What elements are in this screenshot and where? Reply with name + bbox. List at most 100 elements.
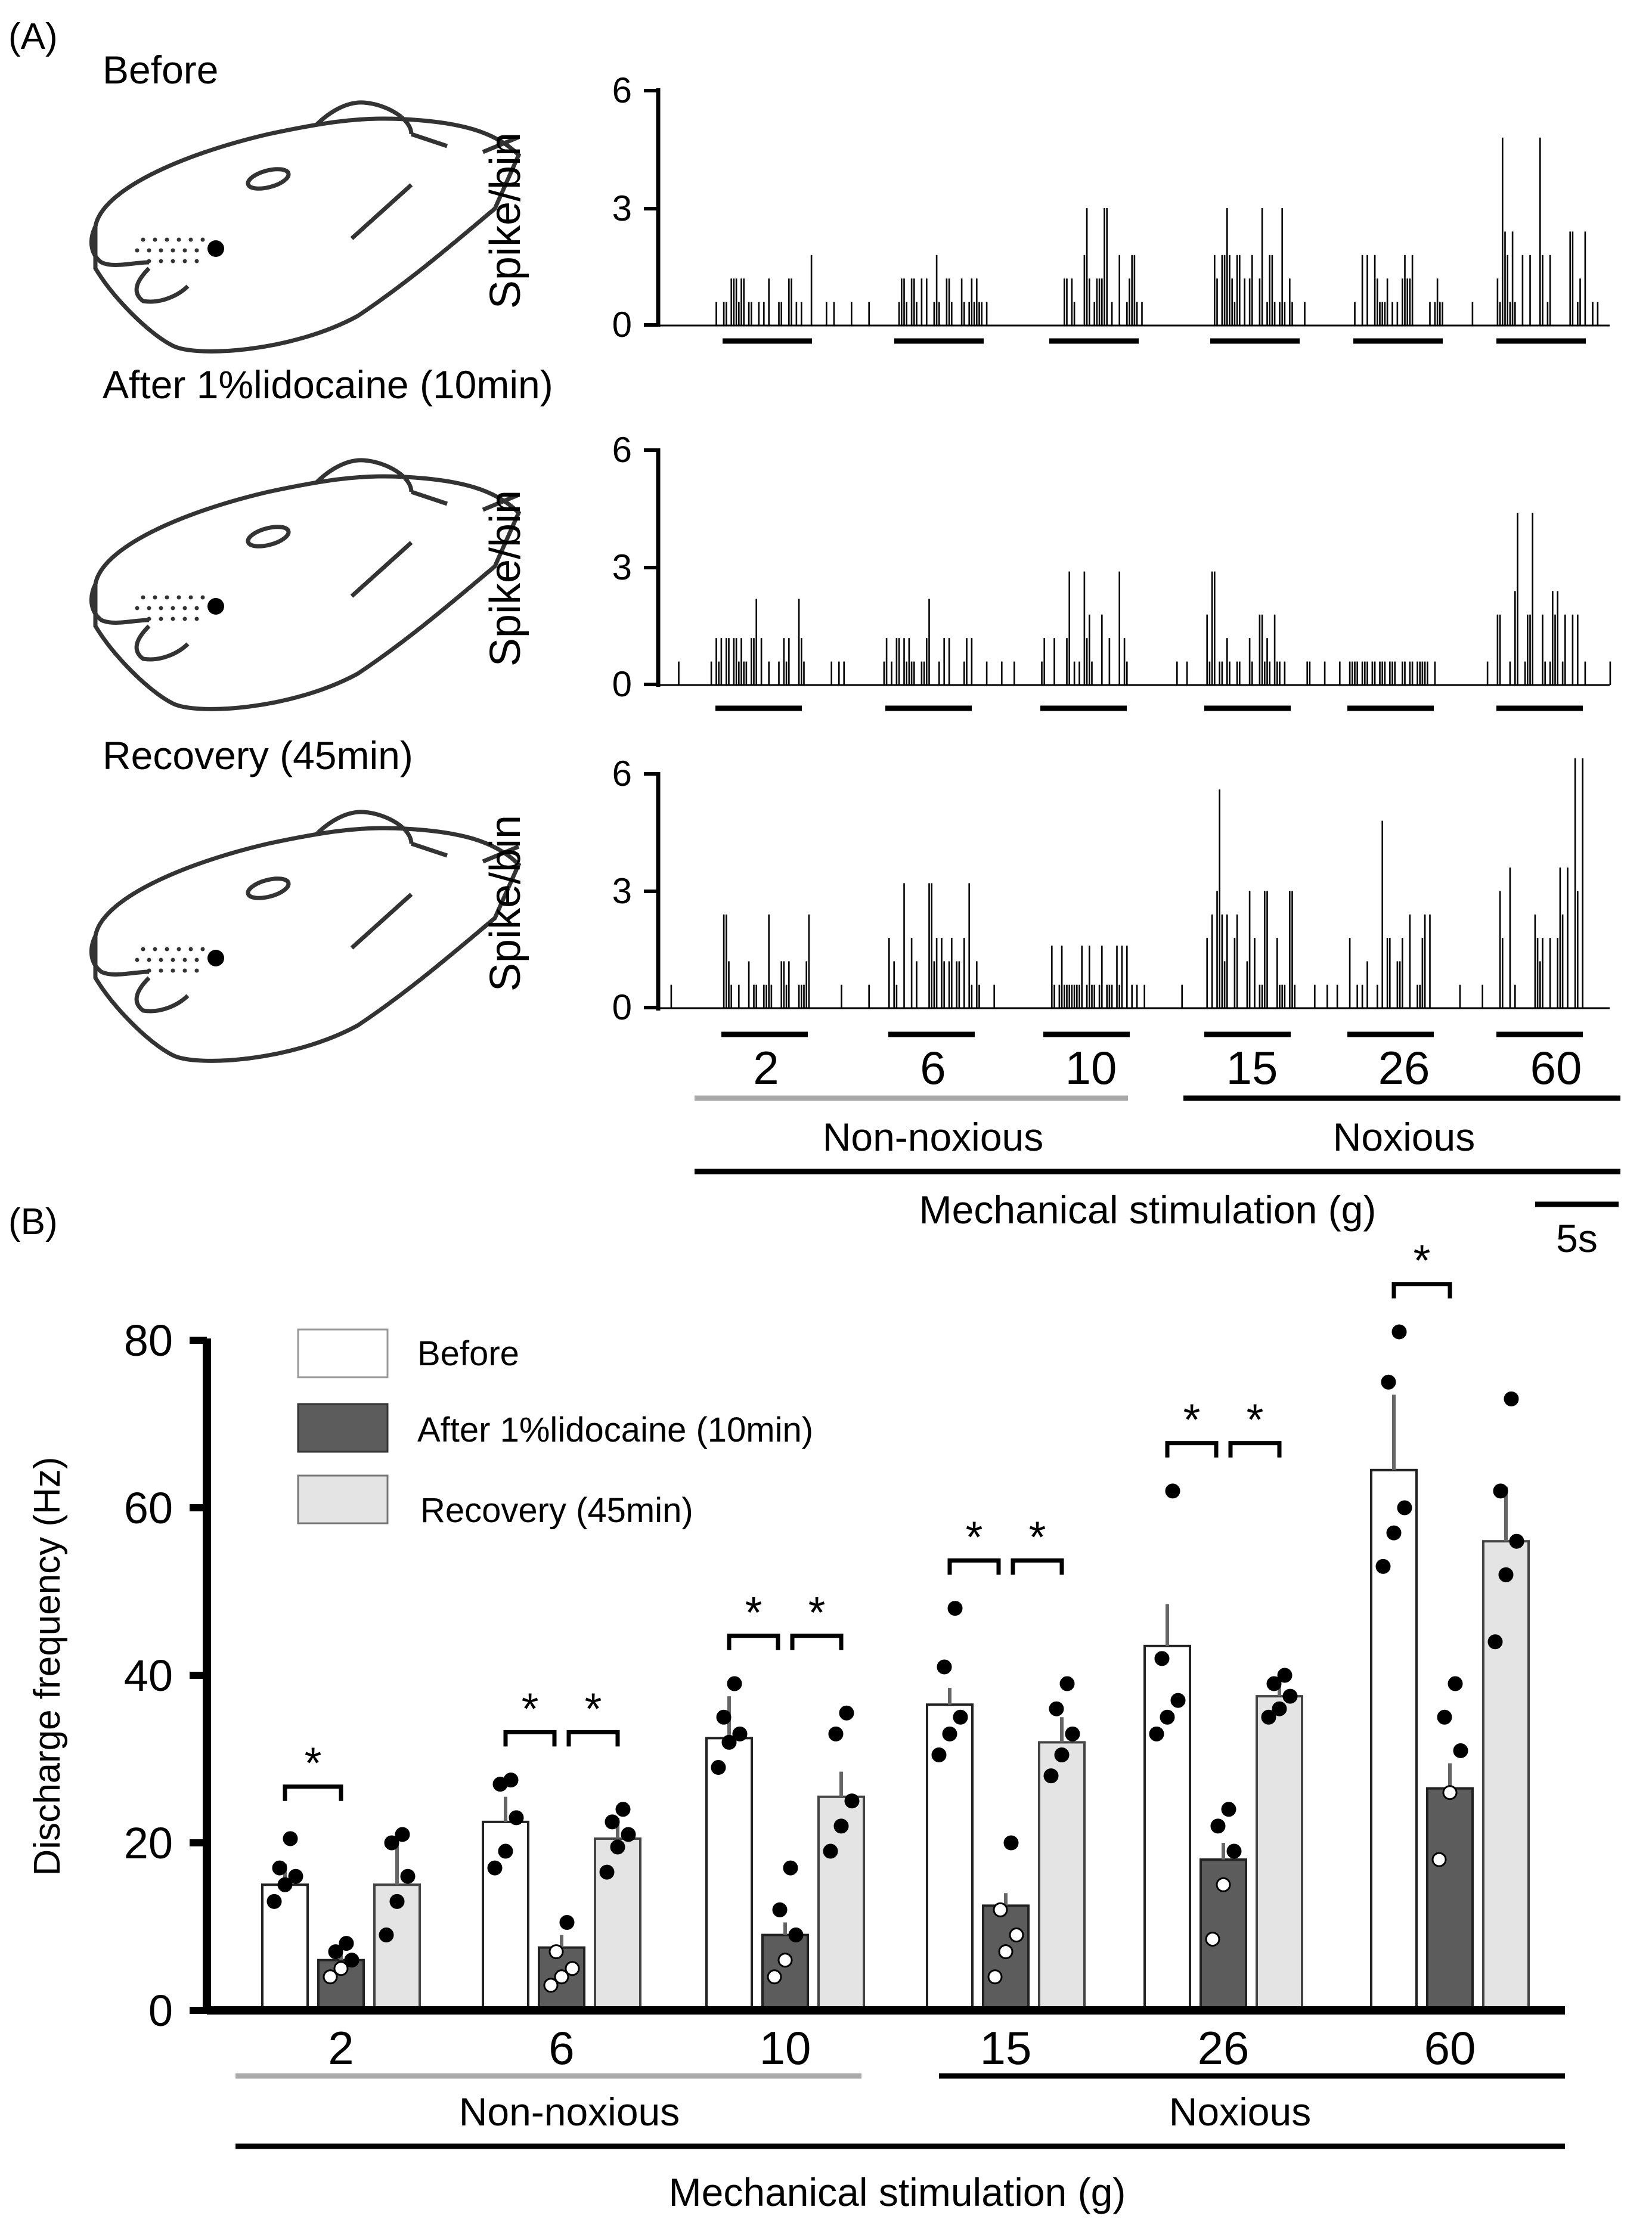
- histogram-bin: [1384, 661, 1386, 685]
- histogram-bin: [1381, 661, 1383, 685]
- histogram-bin: [1229, 661, 1231, 685]
- data-point: [931, 1747, 947, 1762]
- data-point: [767, 1969, 782, 1985]
- histogram-bin: [1089, 946, 1090, 1008]
- panel-b-label: (B): [8, 1201, 58, 1242]
- data-point: [823, 1843, 838, 1859]
- histogram-bin: [1226, 208, 1228, 326]
- histogram-bin: [1567, 867, 1569, 1008]
- data-point: [1049, 1701, 1064, 1716]
- histogram-bin: [733, 638, 735, 685]
- histogram-bin: [1481, 984, 1483, 1008]
- histogram-bin: [1261, 208, 1263, 326]
- data-point: [605, 1814, 620, 1830]
- histogram-bin: [903, 278, 905, 326]
- histogram-bin: [803, 661, 805, 685]
- data-point: [498, 1843, 513, 1859]
- histogram-ytick: 0: [612, 305, 632, 345]
- histogram-bin: [1419, 661, 1421, 685]
- histogram-bin: [1314, 984, 1316, 1008]
- histogram-bin: [1542, 614, 1543, 685]
- significance-star: *: [745, 1588, 763, 1637]
- histogram-bin: [1542, 255, 1543, 326]
- histogram-bin: [1326, 984, 1328, 1008]
- histogram-bin: [926, 638, 928, 685]
- histogram-bin: [1559, 867, 1561, 1008]
- histogram-bin: [891, 661, 892, 685]
- histogram-bin: [1361, 984, 1363, 1008]
- histogram-bin: [748, 961, 750, 1008]
- data-point: [599, 1864, 615, 1880]
- histogram-bin: [1391, 661, 1393, 685]
- histogram-bin: [913, 661, 915, 685]
- histogram-bin: [720, 638, 723, 685]
- histogram-bin: [1552, 591, 1554, 685]
- histogram-bin: [1226, 914, 1228, 1008]
- histogram-bin: [748, 302, 750, 326]
- histogram-bin: [1399, 961, 1401, 1008]
- histogram-bin: [906, 661, 907, 685]
- histogram-bin: [1336, 984, 1338, 1008]
- row-title-recovery: Recovery (45min): [103, 733, 413, 777]
- histogram-bin: [826, 302, 827, 326]
- histogram-bin: [1542, 938, 1543, 1008]
- histogram-bin: [948, 961, 950, 1008]
- histogram-bin: [1269, 661, 1270, 685]
- histogram-bin: [893, 961, 895, 1008]
- x-category-label: 2: [753, 1042, 779, 1094]
- histogram-bin: [1354, 661, 1356, 685]
- histogram-bin: [933, 302, 935, 326]
- data-point: [272, 1860, 287, 1876]
- histogram-bin: [1086, 208, 1088, 326]
- histogram-bin: [1244, 278, 1245, 326]
- histogram-bin: [903, 638, 905, 685]
- histogram-bin: [1291, 302, 1293, 326]
- histogram-bin: [1251, 255, 1253, 326]
- histogram-bin: [1356, 984, 1358, 1008]
- histogram-bin: [910, 278, 913, 326]
- histogram-bin: [723, 302, 725, 326]
- histogram-bin: [1043, 638, 1045, 685]
- histogram-bin: [1514, 591, 1516, 685]
- data-point: [783, 1860, 798, 1876]
- data-point: [379, 1927, 394, 1943]
- histogram-bin: [1417, 661, 1418, 685]
- histogram-bin: [1561, 914, 1564, 1008]
- significance-star: *: [522, 1684, 539, 1733]
- histogram-bin: [803, 984, 805, 1008]
- histogram-bin: [951, 938, 953, 1008]
- histogram-bin: [1386, 938, 1388, 1008]
- histogram-bin: [1219, 661, 1220, 685]
- histogram-bin: [740, 638, 742, 685]
- histogram-bin: [1502, 938, 1504, 1008]
- histogram-bin: [1572, 614, 1574, 685]
- histogram-bin: [1394, 661, 1396, 685]
- histogram-bin: [1098, 984, 1101, 1008]
- histogram-bin: [923, 661, 925, 685]
- histogram-bin: [1361, 255, 1363, 326]
- histogram-bin: [1294, 984, 1295, 1008]
- histogram-bin: [1549, 938, 1551, 1008]
- histogram-bin: [1366, 255, 1368, 326]
- histogram-ylabel: Spike/bin: [482, 132, 529, 309]
- histogram-bin: [1557, 938, 1558, 1008]
- data-point: [1375, 1558, 1391, 1574]
- histogram-bin: [1579, 278, 1581, 326]
- histogram-bin: [1093, 984, 1095, 1008]
- row-title-lidocaine: After 1%lidocaine (10min): [103, 362, 553, 407]
- histogram-bin: [753, 638, 755, 685]
- data-point: [828, 1726, 844, 1741]
- significance-bracket: [1011, 1558, 1064, 1575]
- histogram-bin: [1429, 914, 1431, 1008]
- histogram-bin: [1083, 571, 1086, 685]
- histogram-bin: [830, 661, 832, 685]
- data-point: [942, 1726, 957, 1741]
- histogram-bin: [1261, 984, 1263, 1008]
- histogram-bin: [1053, 984, 1055, 1008]
- histogram-bin: [1424, 914, 1426, 1008]
- histogram-bin: [898, 302, 900, 326]
- histogram-bin: [928, 599, 930, 685]
- histogram-bin: [1349, 938, 1351, 1008]
- data-point: [1498, 1567, 1514, 1582]
- data-point: [339, 1936, 354, 1951]
